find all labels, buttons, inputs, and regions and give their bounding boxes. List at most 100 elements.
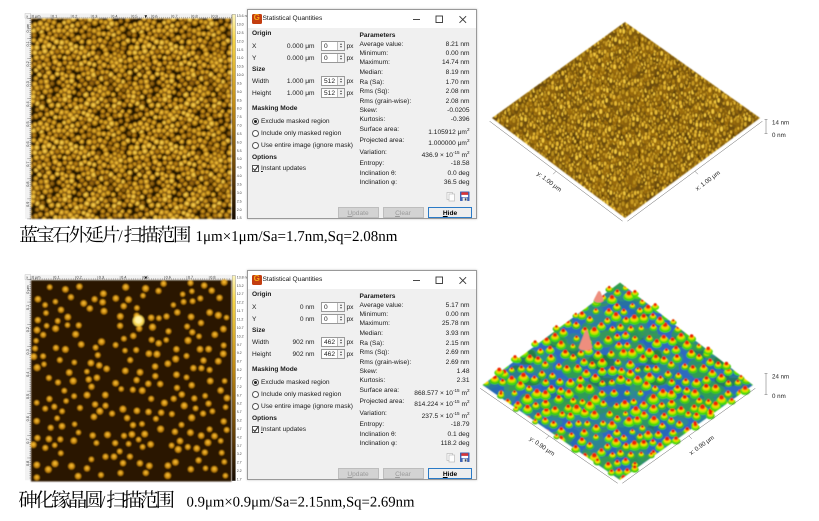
svg-text:0.5: 0.5 xyxy=(132,14,137,18)
svg-text:0.9: 0.9 xyxy=(26,202,30,207)
svg-text:13.0: 13.0 xyxy=(237,23,244,27)
svg-text:2.2: 2.2 xyxy=(237,469,242,473)
svg-text:0.6: 0.6 xyxy=(26,416,30,421)
svg-text:0.4: 0.4 xyxy=(26,101,30,106)
svg-text:5.5: 5.5 xyxy=(237,149,242,153)
svg-text:x: x xyxy=(26,14,28,18)
svg-text:6.5: 6.5 xyxy=(237,132,242,136)
svg-text:0.6: 0.6 xyxy=(26,141,30,146)
svg-text:12.2: 12.2 xyxy=(237,301,244,305)
svg-text:0.1: 0.1 xyxy=(26,305,30,310)
svg-text:12.5: 12.5 xyxy=(237,31,244,35)
svg-text:12.7: 12.7 xyxy=(237,292,244,296)
svg-text:0.1: 0.1 xyxy=(52,14,57,18)
svg-text:6.7: 6.7 xyxy=(237,393,242,397)
svg-text:y: 0.90 μm: y: 0.90 μm xyxy=(528,435,556,457)
svg-text:13.6 nm: 13.6 nm xyxy=(237,14,250,18)
svg-text:0.7: 0.7 xyxy=(26,162,30,167)
svg-text:8.0: 8.0 xyxy=(237,107,242,111)
svg-text:7.0: 7.0 xyxy=(237,124,242,128)
svg-text:0.7: 0.7 xyxy=(188,276,193,280)
svg-text:8.7: 8.7 xyxy=(237,360,242,364)
svg-text:10.2: 10.2 xyxy=(237,334,244,338)
svg-text:1.7: 1.7 xyxy=(237,478,242,482)
svg-text:2.7: 2.7 xyxy=(237,461,242,465)
svg-text:8.2: 8.2 xyxy=(237,368,242,372)
svg-text:9.2: 9.2 xyxy=(237,351,242,355)
svg-text:1μm×1μm/Sa=1.7nm,Sq=2.08nm: 1μm×1μm/Sa=1.7nm,Sq=2.08nm xyxy=(196,229,398,245)
svg-text:0.9μm×0.9μm/Sa=2.15nm,Sq=2.69n: 0.9μm×0.9μm/Sa=2.15nm,Sq=2.69nm xyxy=(187,495,416,511)
svg-text:0.1: 0.1 xyxy=(54,276,59,280)
svg-text:0.3: 0.3 xyxy=(92,14,97,18)
svg-text:10.7: 10.7 xyxy=(237,326,244,330)
svg-text:0.4: 0.4 xyxy=(121,276,126,280)
svg-text:13.2: 13.2 xyxy=(237,284,244,288)
svg-text:6.0: 6.0 xyxy=(237,140,242,144)
svg-text:0.7: 0.7 xyxy=(26,438,30,443)
svg-text:9.5: 9.5 xyxy=(237,82,242,86)
svg-text:0.2: 0.2 xyxy=(26,61,30,66)
svg-text:10.0: 10.0 xyxy=(237,73,244,77)
svg-text:11.0: 11.0 xyxy=(237,56,244,60)
svg-text:6.2: 6.2 xyxy=(237,402,242,406)
svg-text:5.7: 5.7 xyxy=(237,410,242,414)
svg-text:0.8: 0.8 xyxy=(210,276,215,280)
svg-text:0 μm: 0 μm xyxy=(32,276,41,280)
svg-text:2.0: 2.0 xyxy=(237,208,242,212)
svg-text:3.5: 3.5 xyxy=(237,183,242,187)
svg-text:10.5: 10.5 xyxy=(237,65,244,69)
svg-text:9.0: 9.0 xyxy=(237,90,242,94)
svg-text:7.7: 7.7 xyxy=(237,376,242,380)
svg-text:4.0: 4.0 xyxy=(237,174,242,178)
svg-text:/: / xyxy=(101,494,106,511)
svg-text:14 nm: 14 nm xyxy=(772,120,789,127)
svg-text:7.2: 7.2 xyxy=(237,385,242,389)
svg-text:0.3: 0.3 xyxy=(26,81,30,86)
svg-text:5.2: 5.2 xyxy=(237,419,242,423)
svg-text:0.5: 0.5 xyxy=(26,394,30,399)
svg-text:5.0: 5.0 xyxy=(237,157,242,161)
svg-text:0.4: 0.4 xyxy=(26,372,30,377)
svg-text:0.6: 0.6 xyxy=(166,276,171,280)
svg-text:4.7: 4.7 xyxy=(237,427,242,431)
svg-text:1.5: 1.5 xyxy=(237,216,242,220)
svg-text:12.0: 12.0 xyxy=(237,39,244,43)
svg-text:24 nm: 24 nm xyxy=(772,374,789,381)
svg-text:0 μm: 0 μm xyxy=(32,14,41,18)
svg-text:0.4: 0.4 xyxy=(112,14,117,18)
svg-text:4.5: 4.5 xyxy=(237,166,242,170)
svg-text:11.5: 11.5 xyxy=(237,48,244,52)
svg-text:0.3: 0.3 xyxy=(99,276,104,280)
svg-text:11.7: 11.7 xyxy=(237,309,244,313)
svg-text:0.9: 0.9 xyxy=(212,14,217,18)
svg-text:11.2: 11.2 xyxy=(237,318,244,322)
svg-text:8.5: 8.5 xyxy=(237,98,242,102)
svg-text:x: 0.90 μm: x: 0.90 μm xyxy=(688,434,716,457)
svg-text:9.7: 9.7 xyxy=(237,343,242,347)
svg-text:2.5: 2.5 xyxy=(237,199,242,203)
svg-text:x: 1.00 μm: x: 1.00 μm xyxy=(694,170,721,193)
svg-text:0 μm: 0 μm xyxy=(26,285,30,294)
svg-text:0.2: 0.2 xyxy=(77,276,82,280)
svg-text:3.0: 3.0 xyxy=(237,191,242,195)
svg-text:0.8: 0.8 xyxy=(192,14,197,18)
svg-text:7.5: 7.5 xyxy=(237,115,242,119)
svg-text:0.3: 0.3 xyxy=(26,349,30,354)
svg-text:3.7: 3.7 xyxy=(237,444,242,448)
svg-text:0.6: 0.6 xyxy=(152,14,157,18)
svg-text:3.2: 3.2 xyxy=(237,452,242,456)
svg-text:/: / xyxy=(118,228,123,245)
svg-text:x: x xyxy=(26,276,28,280)
svg-text:0.8: 0.8 xyxy=(26,182,30,187)
svg-text:0.7: 0.7 xyxy=(172,14,177,18)
svg-text:4.2: 4.2 xyxy=(237,435,242,439)
svg-text:y: 1.00 μm: y: 1.00 μm xyxy=(535,170,562,193)
svg-text:13.8 nm: 13.8 nm xyxy=(237,275,250,279)
svg-text:0 nm: 0 nm xyxy=(772,393,786,400)
svg-text:0.1: 0.1 xyxy=(26,41,30,46)
svg-text:0 nm: 0 nm xyxy=(772,132,786,139)
svg-text:0.8: 0.8 xyxy=(26,461,30,466)
svg-text:0.2: 0.2 xyxy=(26,327,30,332)
svg-text:0 μm: 0 μm xyxy=(26,24,30,33)
svg-text:0.5: 0.5 xyxy=(26,121,30,126)
